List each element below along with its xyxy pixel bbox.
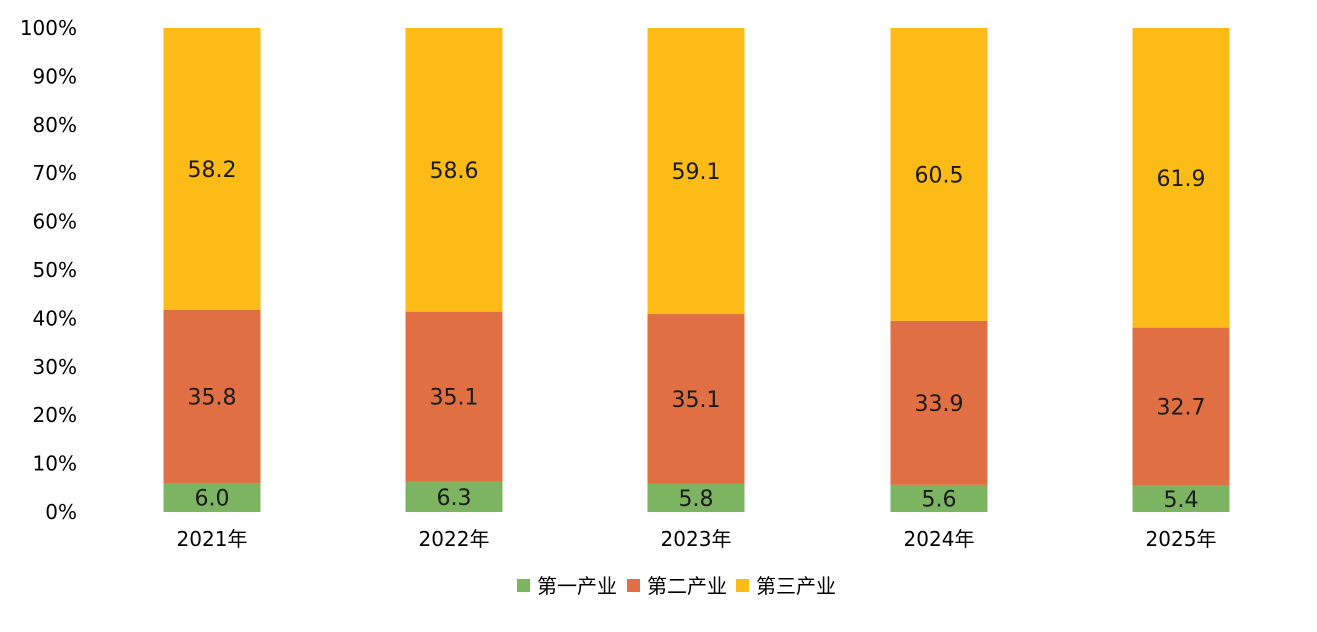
data-label: 5.8 <box>679 487 714 512</box>
bar-segment <box>1132 485 1230 512</box>
bar-segment <box>890 484 988 512</box>
bar-segment <box>1132 28 1230 328</box>
legend-label: 第二产业 <box>647 574 727 598</box>
legend: 第一产业 第二产业 第三产业 <box>517 574 836 598</box>
x-tick-label: 2023年 <box>661 527 732 551</box>
data-label: 6.0 <box>195 486 230 511</box>
data-label: 58.2 <box>188 158 237 183</box>
bar-segment <box>647 314 745 484</box>
bar-group: 5.6 33.9 60.5 <box>890 28 988 512</box>
legend-swatch <box>627 579 640 592</box>
bar-group: 6.3 35.1 58.6 <box>405 28 503 512</box>
bar-segment <box>405 311 503 482</box>
bar-segment <box>1132 327 1230 486</box>
bar-segment <box>163 309 261 483</box>
data-label: 59.1 <box>672 160 721 185</box>
x-tick-label: 2021年 <box>177 527 248 551</box>
x-tick-label: 2025年 <box>1146 527 1217 551</box>
bar-group: 5.4 32.7 61.9 <box>1132 28 1230 513</box>
legend-swatch <box>517 579 530 592</box>
y-tick-label: 10% <box>33 452 77 476</box>
y-tick-label: 0% <box>45 500 77 524</box>
data-label: 6.3 <box>437 486 472 511</box>
data-label: 35.8 <box>188 385 237 410</box>
bar-group: 6.0 35.8 58.2 <box>163 28 261 512</box>
data-label: 33.9 <box>915 392 964 417</box>
bar-segment <box>890 320 988 485</box>
x-tick-label: 2022年 <box>419 527 490 551</box>
data-label: 58.6 <box>430 159 479 184</box>
legend-label: 第三产业 <box>756 574 836 598</box>
data-label: 5.6 <box>922 487 957 512</box>
y-tick-label: 90% <box>33 64 77 88</box>
y-axis: 0% 10% 20% 30% 40% 50% 60% 70% 80% 90% 100% <box>20 16 77 524</box>
y-tick-label: 30% <box>33 355 77 379</box>
data-label: 35.1 <box>672 388 721 413</box>
bar-segment <box>405 28 503 312</box>
x-tick-label: 2024年 <box>904 527 975 551</box>
y-tick-label: 20% <box>33 403 77 427</box>
x-axis: 2021年 2022年 2023年 2024年 2025年 <box>177 527 1217 551</box>
y-tick-label: 100% <box>20 16 77 40</box>
bar-segment <box>405 481 503 512</box>
y-tick-label: 40% <box>33 306 77 330</box>
legend-swatch <box>736 579 749 592</box>
bar-segment <box>163 28 261 310</box>
data-label: 5.4 <box>1164 488 1199 513</box>
data-label: 35.1 <box>430 386 479 411</box>
data-label: 32.7 <box>1157 396 1206 421</box>
bar-segment <box>647 28 745 315</box>
bars: 6.0 35.8 58.2 6.3 35.1 58.6 5.8 35.1 59.1 5.6 33.9… <box>163 28 1230 513</box>
legend-item: 第二产业 <box>627 574 727 598</box>
y-tick-label: 60% <box>33 210 77 234</box>
data-label: 61.9 <box>1157 167 1206 192</box>
legend-item: 第一产业 <box>517 574 617 598</box>
bar-segment <box>163 482 261 512</box>
y-tick-label: 50% <box>33 258 77 282</box>
data-label: 60.5 <box>915 163 964 188</box>
legend-item: 第三产业 <box>736 574 836 598</box>
bar-group: 5.8 35.1 59.1 <box>647 28 745 512</box>
y-tick-label: 70% <box>33 161 77 185</box>
bar-segment <box>890 28 988 321</box>
bar-segment <box>647 483 745 512</box>
y-tick-label: 80% <box>33 113 77 137</box>
legend-label: 第一产业 <box>537 574 617 598</box>
